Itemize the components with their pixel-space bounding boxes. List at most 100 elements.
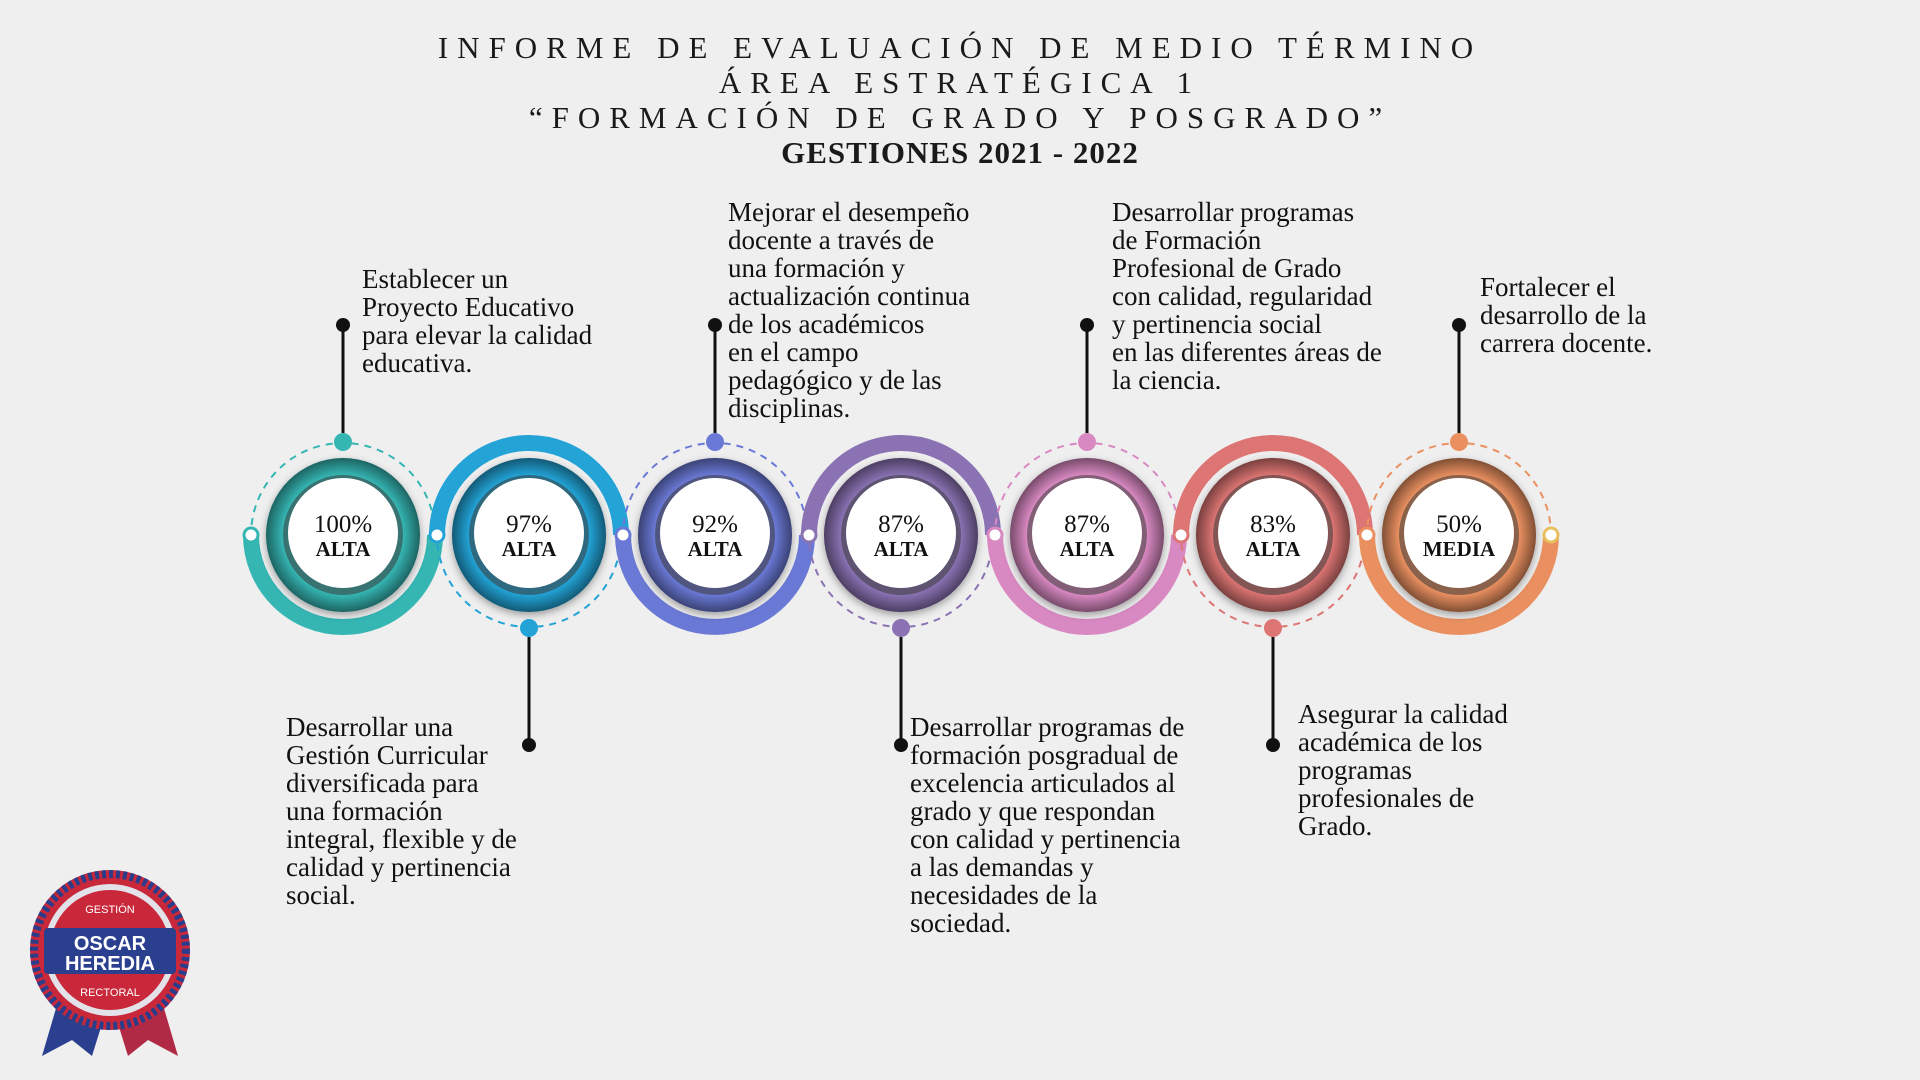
connector-node xyxy=(242,526,260,544)
objective-line: con calidad, regularidad xyxy=(1112,281,1373,311)
report-header: INFORME DE EVALUACIÓN DE MEDIO TÉRMINO Á… xyxy=(0,30,1920,170)
stage-level: MEDIA xyxy=(1423,537,1496,561)
stage-5: 87%ALTA xyxy=(986,318,1187,635)
objective-line: calidad y pertinencia xyxy=(286,852,511,882)
objective-line: actualización continua xyxy=(728,281,971,311)
solid-arc xyxy=(1173,435,1373,536)
objective-line: necesidades de la xyxy=(910,880,1098,910)
stage-2: 97%ALTA xyxy=(428,435,629,752)
objective-line: Grado. xyxy=(1298,811,1373,841)
inner-circle xyxy=(1032,478,1142,588)
objective-line: integral, flexible y de xyxy=(286,824,517,854)
leader-dot xyxy=(1452,318,1466,332)
objective-text-1: Establecer un Proyecto Educativo para elev… xyxy=(362,265,592,377)
objective-line: docente a través de xyxy=(728,225,935,255)
marker-dot xyxy=(892,619,910,637)
stage-level: ALTA xyxy=(316,537,372,561)
seal-bottom-text: RECTORAL xyxy=(80,987,140,999)
solid-arc xyxy=(1359,534,1559,635)
connector-node xyxy=(614,526,632,544)
objective-text-5: Desarrollar programas de Formación Profesi… xyxy=(1112,198,1382,394)
title-line-1: INFORME DE EVALUACIÓN DE MEDIO TÉRMINO xyxy=(437,30,1483,65)
objective-line: Fortalecer el xyxy=(1480,272,1616,302)
objective-line: Mejorar el desempeño xyxy=(728,197,970,227)
objective-line: Desarrollar una xyxy=(286,712,454,742)
stage-percent: 83% xyxy=(1250,511,1296,538)
solid-arc xyxy=(429,435,629,536)
objective-line: educativa. xyxy=(362,348,473,378)
inner-circle xyxy=(660,478,770,588)
stage-percent: 100% xyxy=(314,511,372,538)
seal-top-text: GESTIÓN xyxy=(85,903,135,916)
objective-text-4: Desarrollar programas de formación posgra… xyxy=(910,713,1184,937)
objective-line: carrera docente. xyxy=(1480,328,1653,358)
objective-text-7: Fortalecer el desarrollo de la carrera doc… xyxy=(1480,273,1652,357)
seal-name-2: HEREDIA xyxy=(65,953,155,975)
stage-7: 50%MEDIA xyxy=(1358,318,1559,635)
objective-line: sociedad. xyxy=(910,908,1012,938)
solid-arc xyxy=(801,435,1001,536)
objective-line: para elevar la calidad xyxy=(362,320,593,350)
objective-line: de los académicos xyxy=(728,309,925,339)
solid-arc xyxy=(987,534,1187,635)
objective-line: Profesional de Grado xyxy=(1112,253,1342,283)
objective-line: Establecer un xyxy=(362,264,509,294)
connector-node xyxy=(800,526,818,544)
stage-6: 83%ALTA xyxy=(1172,435,1373,752)
stage-percent: 92% xyxy=(692,511,738,538)
objective-line: y pertinencia social xyxy=(1112,309,1322,339)
stage-level: ALTA xyxy=(874,537,930,561)
connector-node xyxy=(1172,526,1190,544)
title-line-4: GESTIONES 2021 - 2022 xyxy=(781,135,1139,170)
stage-level: ALTA xyxy=(1246,537,1302,561)
objective-line: Desarrollar programas de xyxy=(910,712,1185,742)
objective-line: una formación y xyxy=(728,253,905,283)
title-line-3: “FORMACIÓN DE GRADO Y POSGRADO” xyxy=(528,100,1392,135)
objective-line: Asegurar la calidad xyxy=(1298,699,1508,729)
connector-node xyxy=(986,526,1004,544)
marker-dot xyxy=(1450,433,1468,451)
objective-line: una formación xyxy=(286,796,443,826)
marker-dot xyxy=(1264,619,1282,637)
leader-dot xyxy=(336,318,350,332)
end-connector-node xyxy=(1542,526,1560,544)
stage-4: 87%ALTA xyxy=(800,435,1001,752)
objective-line: formación posgradual de xyxy=(910,740,1179,770)
connector-node xyxy=(428,526,446,544)
objective-line: la ciencia. xyxy=(1112,365,1222,395)
seal-name-1: OSCAR xyxy=(74,933,147,955)
inner-circle xyxy=(474,478,584,588)
stage-percent: 87% xyxy=(878,511,924,538)
objective-line: académica de los xyxy=(1298,727,1483,757)
leader-dot xyxy=(894,738,908,752)
stage-percent: 97% xyxy=(506,511,552,538)
stage-3: 92%ALTA xyxy=(614,318,815,635)
stage-percent: 87% xyxy=(1064,511,1110,538)
objective-line: profesionales de xyxy=(1298,783,1475,813)
objective-line: Gestión Curricular xyxy=(286,740,488,770)
solid-arc xyxy=(243,534,443,635)
objective-line: pedagógico y de las xyxy=(728,365,942,395)
objective-line: a las demandas y xyxy=(910,852,1094,882)
solid-arc xyxy=(615,534,815,635)
objective-text-3: Mejorar el desempeño docente a través de u… xyxy=(728,198,970,422)
objective-line: social. xyxy=(286,880,356,910)
connector-node xyxy=(1358,526,1376,544)
objective-line: disciplinas. xyxy=(728,393,851,423)
objective-line: excelencia articulados al xyxy=(910,768,1176,798)
stage-level: ALTA xyxy=(502,537,558,561)
objective-line: de Formación xyxy=(1112,225,1262,255)
leader-dot xyxy=(1080,318,1094,332)
leader-dot xyxy=(1266,738,1280,752)
marker-dot xyxy=(1078,433,1096,451)
inner-circle xyxy=(1404,478,1514,588)
objective-line: desarrollo de la xyxy=(1480,300,1647,330)
marker-dot xyxy=(520,619,538,637)
leader-dot xyxy=(522,738,536,752)
stage-level: ALTA xyxy=(1060,537,1116,561)
objective-line: diversificada para xyxy=(286,768,479,798)
inner-circle xyxy=(1218,478,1328,588)
stage-level: ALTA xyxy=(688,537,744,561)
objective-line: en el campo xyxy=(728,337,859,367)
marker-dot xyxy=(706,433,724,451)
